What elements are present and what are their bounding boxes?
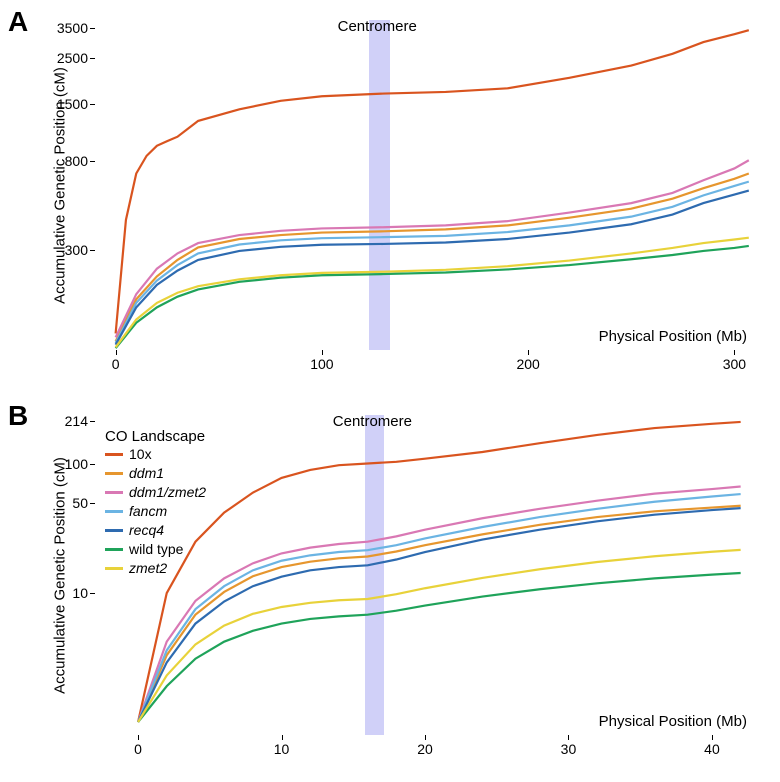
xtick-label: 100 <box>302 356 342 372</box>
ytick-mark <box>90 250 95 251</box>
xtick-mark <box>528 350 529 355</box>
legend-label: wild type <box>129 541 183 557</box>
legend-swatch <box>105 491 123 494</box>
legend-swatch <box>105 548 123 551</box>
centromere-label: Centromere <box>338 18 417 35</box>
chart-svg <box>95 20 755 350</box>
ytick-mark <box>90 28 95 29</box>
series-wildtype <box>138 573 741 722</box>
panel-b-label: B <box>8 400 28 432</box>
xtick-label: 10 <box>262 741 302 757</box>
ytick-mark <box>90 104 95 105</box>
legend-swatch <box>105 567 123 570</box>
xtick-mark <box>138 735 139 740</box>
chart-svg <box>95 415 755 735</box>
xtick-mark <box>322 350 323 355</box>
xtick-mark <box>116 350 117 355</box>
ytick-label: 214 <box>40 413 88 429</box>
legend-label: fancm <box>129 503 167 519</box>
legend-item-ddm1: ddm1 <box>105 465 164 481</box>
x-axis-label: Physical Position (Mb) <box>599 713 747 730</box>
legend-title: CO Landscape <box>105 428 205 445</box>
series-fancm <box>138 494 741 722</box>
panel-a-plot <box>95 20 755 350</box>
series-10x <box>138 422 741 722</box>
xtick-mark <box>712 735 713 740</box>
legend-item-ddm1zmet2: ddm1/zmet2 <box>105 484 206 500</box>
centromere-label: Centromere <box>333 413 412 430</box>
ytick-mark <box>90 593 95 594</box>
legend-swatch <box>105 472 123 475</box>
legend-swatch <box>105 510 123 513</box>
y-axis-label: Accumulative Genetic Position (cM) <box>52 451 69 701</box>
xtick-mark <box>568 735 569 740</box>
xtick-label: 20 <box>405 741 445 757</box>
panel-b-plot <box>95 415 755 735</box>
legend-item-wildtype: wild type <box>105 541 183 557</box>
ytick-mark <box>90 464 95 465</box>
ytick-mark <box>90 421 95 422</box>
xtick-mark <box>734 350 735 355</box>
series-ddm1 <box>138 506 741 722</box>
xtick-label: 40 <box>692 741 732 757</box>
xtick-label: 30 <box>548 741 588 757</box>
legend-item-recq4: recq4 <box>105 522 164 538</box>
legend-item-10x: 10x <box>105 446 152 462</box>
series-ddm1zmet2 <box>116 160 749 337</box>
panel-a-label: A <box>8 6 28 38</box>
xtick-label: 300 <box>714 356 754 372</box>
legend-swatch <box>105 529 123 532</box>
ytick-mark <box>90 58 95 59</box>
ytick-mark <box>90 503 95 504</box>
x-axis-label: Physical Position (Mb) <box>599 328 747 345</box>
legend-label: zmet2 <box>129 560 167 576</box>
legend-item-fancm: fancm <box>105 503 167 519</box>
legend-label: ddm1/zmet2 <box>129 484 206 500</box>
ytick-label: 3500 <box>40 20 88 36</box>
xtick-mark <box>282 735 283 740</box>
xtick-label: 0 <box>96 356 136 372</box>
xtick-label: 200 <box>508 356 548 372</box>
series-recq4 <box>116 191 749 345</box>
legend-label: recq4 <box>129 522 164 538</box>
series-fancm <box>116 182 749 343</box>
legend-label: ddm1 <box>129 465 164 481</box>
legend-label: 10x <box>129 446 152 462</box>
ytick-mark <box>90 161 95 162</box>
xtick-label: 0 <box>118 741 158 757</box>
xtick-mark <box>425 735 426 740</box>
y-axis-label: Accumulative Genetic Position (cM) <box>52 61 69 311</box>
legend-swatch <box>105 453 123 456</box>
series-recq4 <box>138 508 741 722</box>
legend-item-zmet2: zmet2 <box>105 560 167 576</box>
